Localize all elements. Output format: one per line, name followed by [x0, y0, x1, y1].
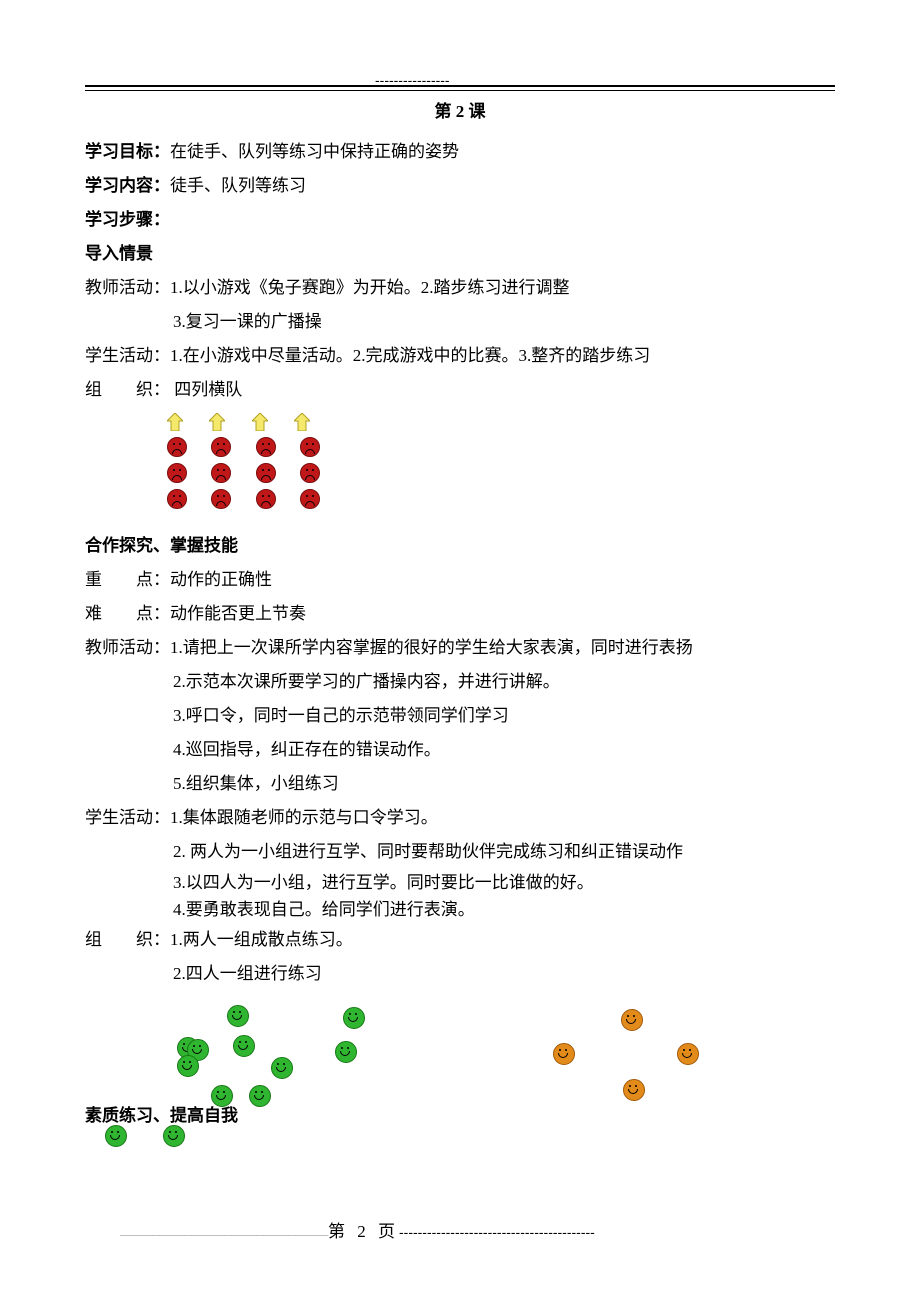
student-activity-1-line1: 学生活动：1.在小游戏中尽量活动。2.完成游戏中的比赛。3.整齐的踏步练习	[85, 339, 835, 373]
up-arrow-icon	[252, 413, 268, 431]
organization-1-row: 组 织： 四列横队	[85, 373, 835, 407]
formation-diagram	[167, 413, 835, 509]
student-activity-2-line4: 4.要勇敢表现自己。给同学们进行表演。	[85, 896, 835, 923]
teacher-activity-1-text1: 1.以小游戏《兔子赛跑》为开始。2.踏步练习进行调整	[170, 278, 570, 297]
key-point-row: 重 点：动作的正确性	[85, 563, 835, 597]
red-face-icon	[211, 437, 231, 457]
document-body: 第 2 课 学习目标：在徒手、队列等练习中保持正确的姿势 学习内容：徒手、队列等…	[85, 95, 835, 1157]
lesson-title: 第 2 课	[85, 95, 835, 129]
orange-face-icon	[677, 1043, 699, 1065]
learning-goal-label: 学习目标：	[85, 142, 170, 161]
student-activity-2-text1: 1.集体跟随老师的示范与口令学习。	[170, 808, 438, 827]
header-double-rule	[85, 85, 835, 90]
organization-1-label: 组 织：	[85, 380, 170, 399]
green-face-icon	[233, 1035, 255, 1057]
teacher-activity-2-text1: 1.请把上一次课所学内容掌握的很好的学生给大家表演，同时进行表扬	[170, 638, 693, 657]
red-face-icon	[300, 463, 320, 483]
student-activity-2-line1: 学生活动：1.集体跟随老师的示范与口令学习。	[85, 801, 835, 835]
red-face-icon	[300, 437, 320, 457]
green-face-icon	[227, 1005, 249, 1027]
key-point-label: 重 点：	[85, 570, 170, 589]
teacher-activity-2-line4: 4.巡回指导，纠正存在的错误动作。	[85, 733, 835, 767]
red-face-icon	[167, 437, 187, 457]
student-activity-1-text1: 1.在小游戏中尽量活动。2.完成游戏中的比赛。3.整齐的踏步练习	[170, 346, 650, 365]
formation-row	[167, 489, 835, 509]
red-face-icon	[256, 489, 276, 509]
page-footer: ————————————————————————————————第 2 页---…	[120, 1217, 800, 1242]
page: ————————————————————————————————————————…	[0, 0, 920, 1302]
teacher-activity-2-line5: 5.组织集体，小组练习	[85, 767, 835, 801]
student-activity-2-line2: 2. 两人为一小组进行互学、同时要帮助伙伴完成练习和纠正错误动作	[85, 835, 835, 869]
up-arrow-icon	[294, 413, 310, 431]
difficult-point-row: 难 点：动作能否更上节奏	[85, 597, 835, 631]
up-arrow-icon	[209, 413, 225, 431]
difficult-point-label: 难 点：	[85, 604, 170, 623]
organization-1-text: 四列横队	[170, 380, 242, 399]
student-activity-2-label: 学生活动：	[85, 808, 170, 827]
orange-face-icon	[621, 1009, 643, 1031]
organization-2-line1: 组 织：1.两人一组成散点练习。	[85, 923, 835, 957]
formation-row	[167, 463, 835, 483]
green-face-icon	[177, 1055, 199, 1077]
organization-2-line2: 2.四人一组进行练习	[85, 957, 835, 991]
teacher-activity-2-line1: 教师活动：1.请把上一次课所学内容掌握的很好的学生给大家表演，同时进行表扬	[85, 631, 835, 665]
teacher-activity-2-line3: 3.呼口令，同时一自己的示范带领同学们学习	[85, 699, 835, 733]
up-arrow-icon	[167, 413, 183, 431]
green-face-icon	[105, 1125, 127, 1147]
orange-face-icon	[553, 1043, 575, 1065]
student-activity-1-label: 学生活动：	[85, 346, 170, 365]
green-face-icon	[343, 1007, 365, 1029]
teacher-activity-1-label: 教师活动：	[85, 278, 170, 297]
teacher-activity-2-line2: 2.示范本次课所要学习的广播操内容，并进行讲解。	[85, 665, 835, 699]
red-face-icon	[211, 463, 231, 483]
red-face-icon	[256, 463, 276, 483]
student-activity-2-line3: 3.以四人为一小组，进行互学。同时要比一比谁做的好。	[85, 869, 835, 896]
key-point-text: 动作的正确性	[170, 570, 272, 589]
learning-steps-label: 学习步骤：	[85, 203, 835, 237]
intro-heading: 导入情景	[85, 237, 835, 271]
learning-content-row: 学习内容：徒手、队列等练习	[85, 169, 835, 203]
formation-row	[167, 437, 835, 457]
green-face-icon	[335, 1041, 357, 1063]
teacher-activity-1-line3: 3.复习一课的广播操	[85, 305, 835, 339]
green-face-icon	[249, 1085, 271, 1107]
learning-goal-row: 学习目标：在徒手、队列等练习中保持正确的姿势	[85, 135, 835, 169]
red-face-icon	[256, 437, 276, 457]
header-dash-line: ————————————————————————————————————————…	[115, 72, 450, 82]
learning-content-text: 徒手、队列等练习	[170, 176, 306, 195]
scatter-diagram: 素质练习、提高自我	[85, 997, 835, 1157]
teacher-activity-2-label: 教师活动：	[85, 638, 170, 657]
page-number: 第 2 页	[328, 1222, 399, 1241]
difficult-point-text: 动作能否更上节奏	[170, 604, 306, 623]
orange-face-icon	[623, 1079, 645, 1101]
formation-arrow-row	[167, 413, 835, 431]
teacher-activity-1-line1: 教师活动：1.以小游戏《兔子赛跑》为开始。2.踏步练习进行调整	[85, 271, 835, 305]
learning-content-label: 学习内容：	[85, 176, 170, 195]
green-face-icon	[163, 1125, 185, 1147]
organization-2-text1: 1.两人一组成散点练习。	[170, 930, 353, 949]
learning-goal-text: 在徒手、队列等练习中保持正确的姿势	[170, 142, 459, 161]
red-face-icon	[211, 489, 231, 509]
red-face-icon	[167, 463, 187, 483]
green-face-icon	[271, 1057, 293, 1079]
organization-2-label: 组 织：	[85, 930, 170, 949]
red-face-icon	[300, 489, 320, 509]
coop-heading: 合作探究、掌握技能	[85, 529, 835, 563]
red-face-icon	[167, 489, 187, 509]
